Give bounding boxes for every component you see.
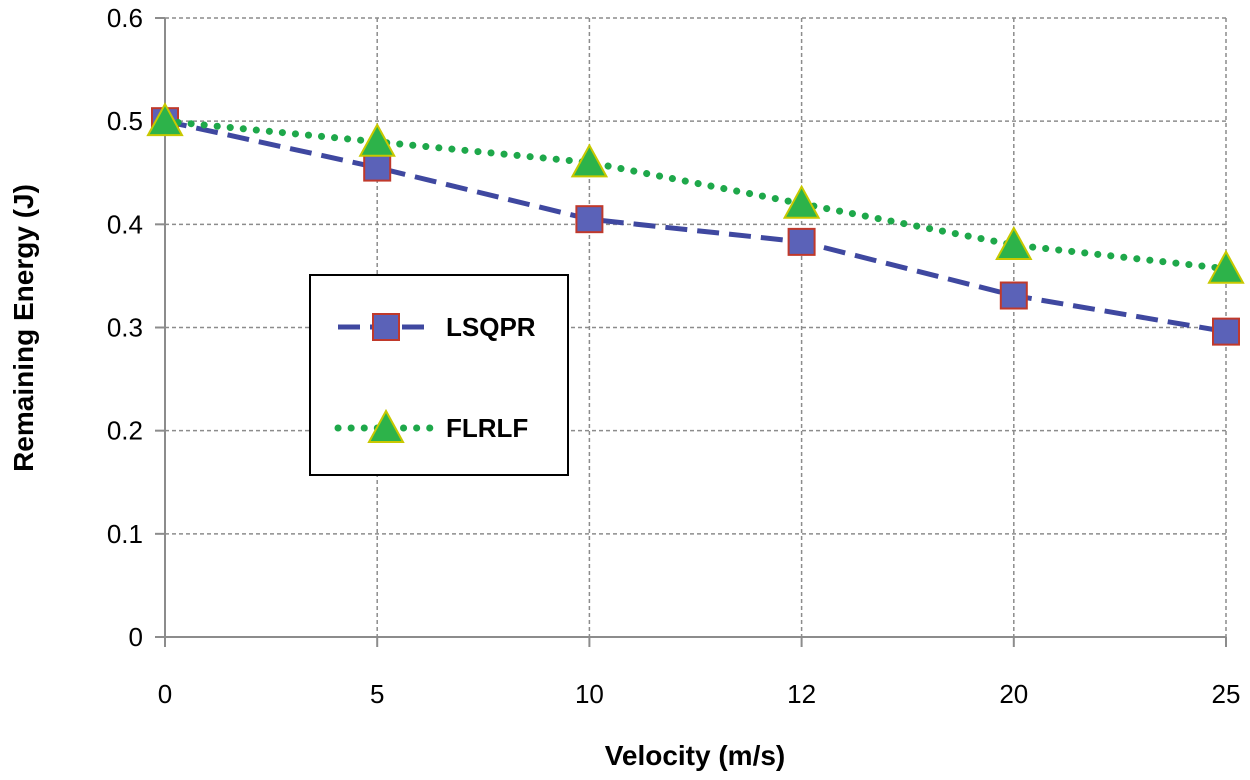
y-tick-label: 0.3 <box>107 313 143 343</box>
data-point-lsqpr <box>787 227 816 256</box>
legend-marker-lsqpr <box>372 313 400 341</box>
legend-marker-flrlf <box>367 408 405 443</box>
series-line-lsqpr <box>164 118 1227 335</box>
y-tick-label: 0.6 <box>107 3 143 33</box>
legend-item-lsqpr: LSQPR <box>338 312 536 342</box>
x-tick-label: 12 <box>787 679 816 709</box>
x-tick-label: 0 <box>158 679 172 709</box>
data-point-flrlf <box>1207 249 1245 284</box>
series-layer <box>146 102 1245 346</box>
y-tick-label: 0.5 <box>107 106 143 136</box>
legend-box <box>309 274 569 476</box>
legend: LSQPR FLRLF <box>309 274 569 476</box>
data-point-flrlf <box>146 102 184 137</box>
y-tick-label: 0 <box>129 622 143 652</box>
data-point-flrlf <box>570 143 609 178</box>
data-point-flrlf <box>782 184 821 219</box>
legend-item-flrlf: FLRLF <box>334 408 528 443</box>
x-axis-title: Velocity (m/s) <box>605 740 786 771</box>
tick-layer: 0 0.1 0.2 0.3 0.4 0.5 0.6 0 5 10 12 20 25 <box>107 3 1241 709</box>
x-tick-label: 20 <box>999 679 1028 709</box>
data-point-lsqpr <box>999 281 1028 310</box>
legend-label-flrlf: FLRLF <box>446 413 528 443</box>
data-point-flrlf <box>995 225 1033 260</box>
series-line-flrlf <box>161 117 1230 273</box>
y-tick-label: 0.1 <box>107 519 143 549</box>
data-point-flrlf <box>358 122 396 157</box>
y-axis-title: Remaining Energy (J) <box>8 184 39 472</box>
y-tick-label: 0.2 <box>107 416 143 446</box>
x-tick-label: 10 <box>575 679 604 709</box>
x-tick-label: 25 <box>1212 679 1241 709</box>
legend-label-lsqpr: LSQPR <box>446 312 536 342</box>
data-point-lsqpr <box>1212 317 1240 346</box>
data-point-lsqpr <box>363 153 392 182</box>
data-point-lsqpr <box>575 205 604 234</box>
series-flrlf <box>146 102 1245 284</box>
y-tick-label: 0.4 <box>107 209 143 239</box>
x-tick-label: 5 <box>370 679 384 709</box>
